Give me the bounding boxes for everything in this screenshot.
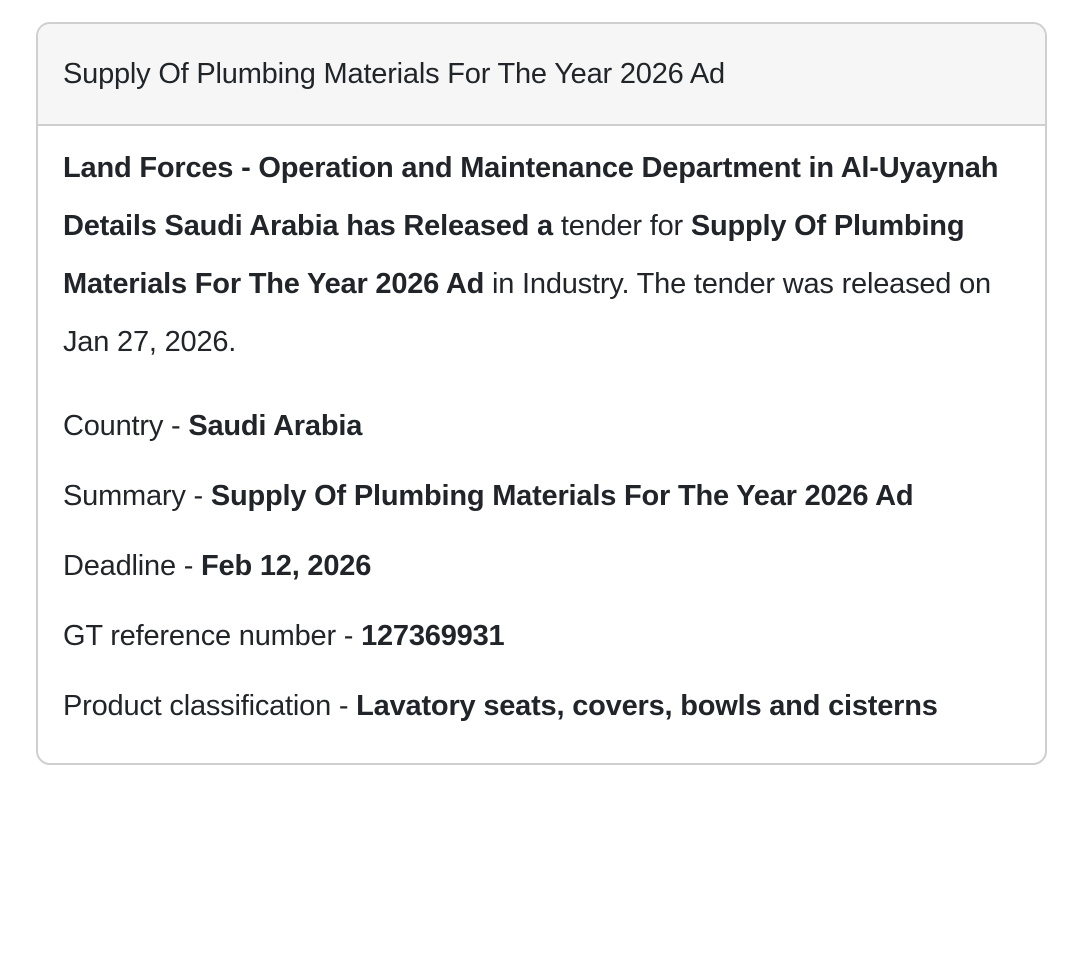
tender-card-body: Land Forces - Operation and Maintenance … [38,126,1045,763]
field-gt-reference-number-label: GT reference number - [63,620,362,652]
field-product-classification-value: Lavatory seats, covers, bowls and cister… [356,690,938,722]
description-end-text: in Industry. The tender was released on … [63,268,991,358]
description-organization-bold: Land Forces - Operation and Maintenance … [63,152,999,242]
field-country-label: Country - [63,410,189,442]
field-summary: Summary - Supply Of Plumbing Materials F… [63,467,1020,525]
field-country: Country - Saudi Arabia [63,397,1020,455]
field-deadline-label: Deadline - [63,550,202,582]
field-deadline-value: Feb 12, 2026 [201,550,372,582]
tender-card-header: Supply Of Plumbing Materials For The Yea… [38,24,1045,126]
field-gt-reference-number: GT reference number - 127369931 [63,607,1020,665]
description-tender-title-bold: Supply Of Plumbing Materials For The Yea… [63,210,965,300]
tender-card: Supply Of Plumbing Materials For The Yea… [36,22,1047,765]
tender-title: Supply Of Plumbing Materials For The Yea… [63,58,725,90]
field-product-classification: Product classification - Lavatory seats,… [63,677,1020,735]
field-product-classification-label: Product classification - [63,690,357,722]
tender-description: Land Forces - Operation and Maintenance … [63,139,1020,371]
field-deadline: Deadline - Feb 12, 2026 [63,537,1020,595]
field-summary-value: Supply Of Plumbing Materials For The Yea… [210,480,914,512]
field-country-value: Saudi Arabia [188,410,363,442]
description-mid-text: tender for [552,210,691,242]
field-summary-label: Summary - [63,480,211,512]
field-gt-reference-number-value: 127369931 [361,620,505,652]
